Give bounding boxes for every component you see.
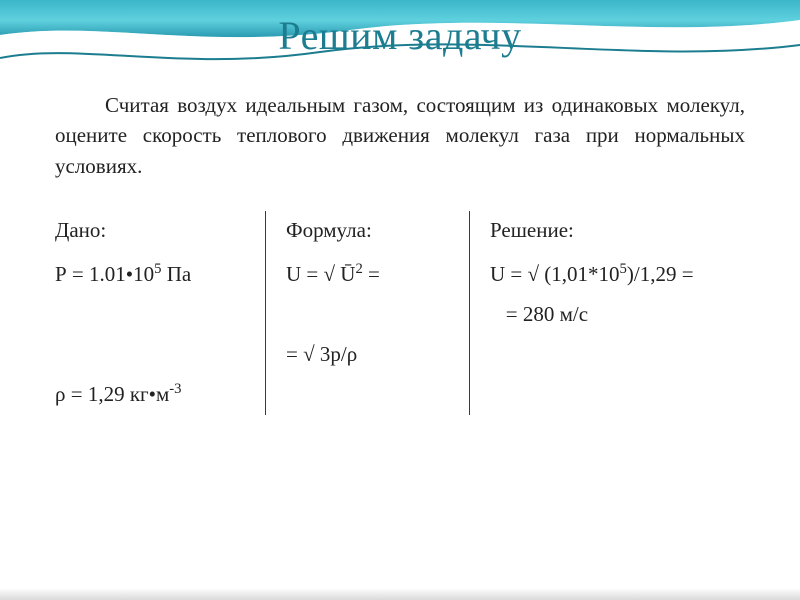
given-l2-pre: ρ = 1,29 кг•м [55,382,169,406]
given-l2-sup: -3 [169,381,181,397]
solution-line-1: U = √ (1,01*105)/1,29 = [490,255,745,295]
formula-line-2: = √ 3p/ρ [286,335,449,375]
solution-columns: Дано: Р = 1.01•105 Па ρ = 1,29 кг•м-3 Фо… [55,211,745,414]
solution-head: Решение: [490,211,745,251]
formula-l1-sup: 2 [355,261,362,277]
spacer [55,295,245,335]
formula-column: Формула: U = √ Ū2 = = √ 3p/ρ [265,211,470,414]
spacer [55,335,245,375]
slide-title: Решим задачу [0,12,800,59]
given-head: Дано: [55,211,245,251]
given-column: Дано: Р = 1.01•105 Па ρ = 1,29 кг•м-3 [55,211,265,414]
given-line-2: ρ = 1,29 кг•м-3 [55,375,245,415]
slide: Решим задачу Считая воздух идеальным газ… [0,0,800,600]
given-l1-pre: Р = 1.01•10 [55,262,154,286]
solution-l1-sup: 5 [620,261,627,277]
formula-line-1: U = √ Ū2 = [286,255,449,295]
solution-l1-post: )/1,29 = [627,262,694,286]
formula-l1-pre: U = √ Ū [286,262,355,286]
solution-line-2: = 280 м/с [490,295,745,335]
solution-column: Решение: U = √ (1,01*105)/1,29 = = 280 м… [470,211,745,414]
slide-body: Считая воздух идеальным газом, состоящим… [55,90,745,415]
given-l1-post: Па [161,262,191,286]
bottom-shadow [0,588,800,600]
problem-statement: Считая воздух идеальным газом, состоящим… [55,90,745,181]
given-line-1: Р = 1.01•105 Па [55,255,245,295]
solution-l1-pre: U = √ (1,01*10 [490,262,620,286]
spacer [286,295,449,335]
formula-l1-post: = [363,262,380,286]
formula-head: Формула: [286,211,449,251]
